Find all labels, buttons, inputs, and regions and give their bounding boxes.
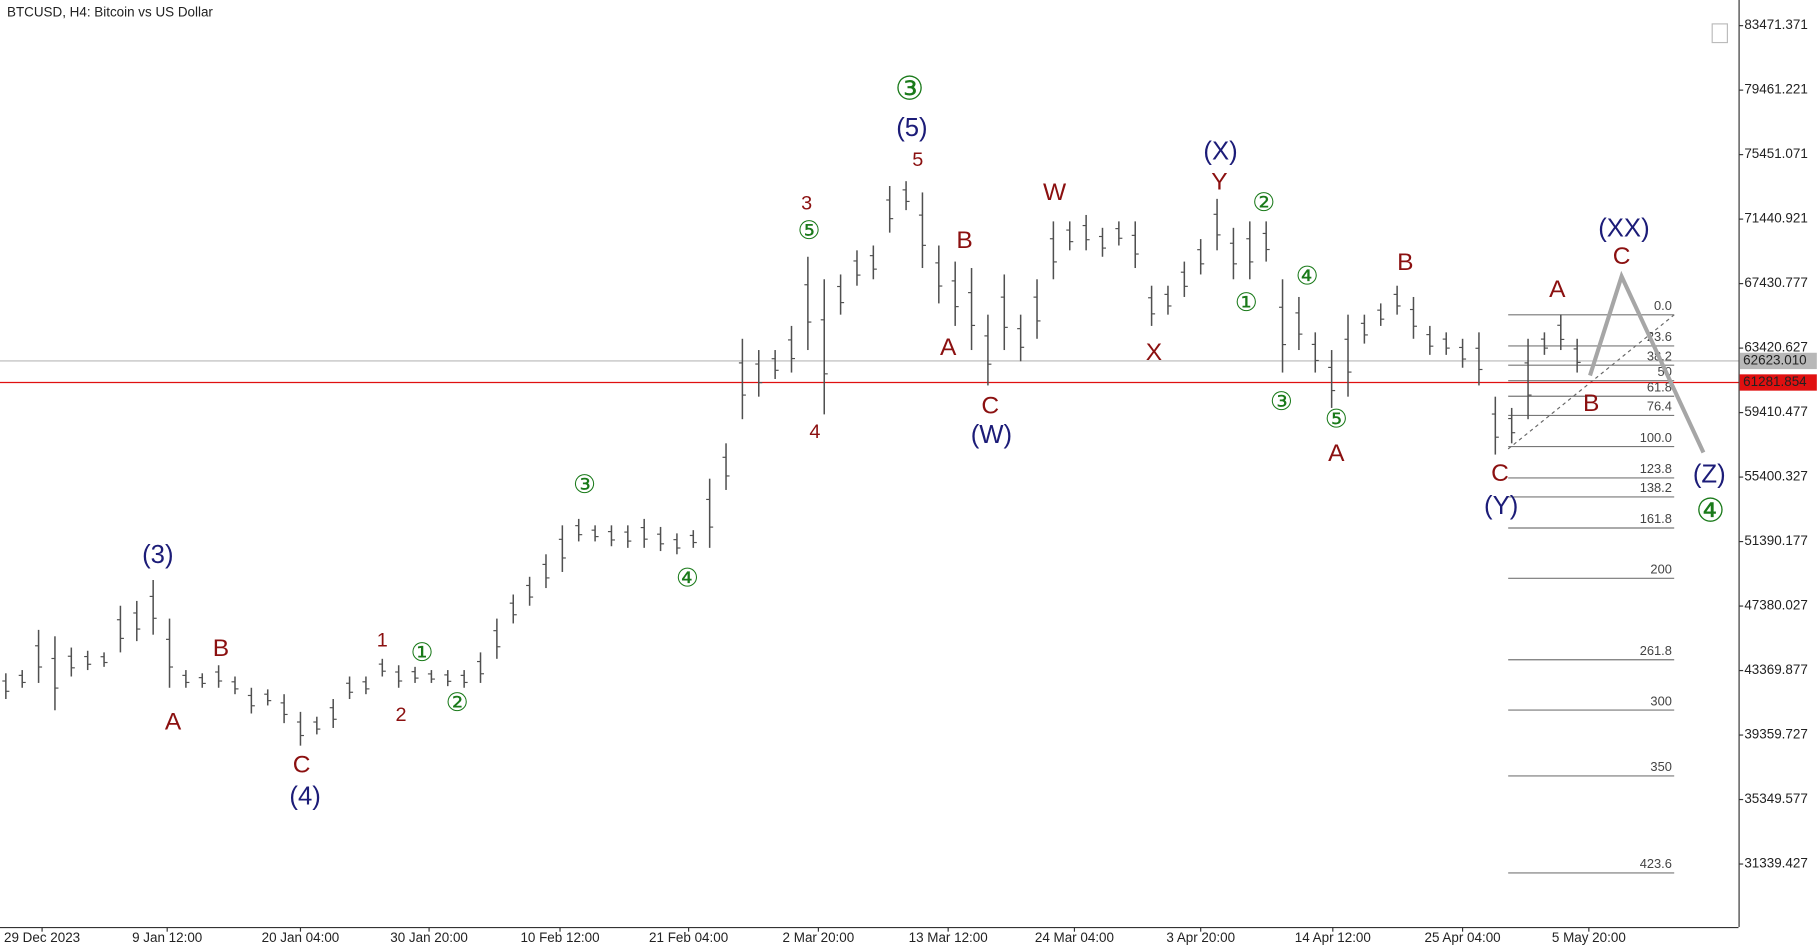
y-tick-label: 75451.071 [1744,146,1807,161]
x-tick-label: 13 Mar 12:00 [909,930,988,945]
wave-label: B [1583,390,1599,417]
x-tick-label: 5 May 20:00 [1552,930,1626,945]
y-tick-label: 51390.177 [1744,533,1807,548]
x-tick-label: 30 Jan 20:00 [390,930,468,945]
projection-path [1588,270,1706,454]
wave-label: C [293,752,311,779]
x-tick-label: 24 Mar 04:00 [1035,930,1114,945]
price-tag-label: 62623.010 [1743,352,1806,367]
y-tick-label: 47380.027 [1744,598,1807,613]
fib-label: 76.4 [1647,399,1672,414]
wave-label: 3 [801,192,812,214]
fib-label: 200 [1650,562,1671,577]
fib-label: 261.8 [1640,643,1672,658]
wave-label: ③ [573,471,596,499]
x-tick-label: 9 Jan 12:00 [132,930,202,945]
wave-label: ④ [676,564,699,592]
price-tag [1739,352,1817,370]
x-tick-label: 29 Dec 2023 [4,930,80,945]
y-tick-label: 79461.221 [1744,82,1807,97]
wave-label: A [1549,276,1566,303]
fib-label: 423.6 [1640,856,1672,871]
wave-label: (W) [971,421,1012,449]
y-tick-label: 35349.577 [1744,791,1807,806]
x-tick-label: 14 Apr 12:00 [1295,930,1371,945]
wave-label: 5 [912,149,923,171]
wave-label: ① [1235,289,1258,317]
wave-label: 4 [809,421,820,443]
wave-label: (X) [1203,138,1237,166]
wave-label: (3) [142,541,173,569]
wave-label: B [213,635,229,662]
fib-label: 161.8 [1640,511,1672,526]
x-tick-label: 20 Jan 04:00 [262,930,340,945]
chart-title: BTCUSD, H4: Bitcoin vs US Dollar [7,4,213,19]
price-tag [1739,374,1817,391]
wave-label: ④ [1296,262,1319,290]
x-tick-label: 3 Apr 20:00 [1166,930,1235,945]
y-tick-label: 71440.921 [1744,211,1807,226]
y-tick-label: 43369.877 [1744,662,1807,677]
wave-label: C [1613,243,1631,270]
wave-label: ⑤ [1325,406,1348,434]
wave-label: (XX) [1598,215,1649,243]
wave-label: C [1491,460,1509,487]
wave-label: ③ [895,70,924,107]
wave-label: (Y) [1484,492,1518,520]
wave-label: ① [411,639,434,667]
wave-label: (4) [289,782,320,810]
y-tick-label: 67430.777 [1744,275,1807,290]
y-tick-label: 63420.627 [1744,340,1807,355]
x-tick-label: 2 Mar 20:00 [783,930,855,945]
wave-label: 2 [395,704,406,726]
x-tick-label: 10 Feb 12:00 [520,930,599,945]
wave-label: 1 [377,630,388,652]
wave-label: (5) [896,114,927,142]
wave-label: ② [446,689,469,717]
wave-label: ④ [1696,492,1725,529]
wave-label: ⑤ [798,217,821,245]
wave-label: A [1328,440,1345,467]
wave-label: W [1043,179,1067,206]
wave-label: ③ [1270,388,1293,416]
wave-label: C [981,392,999,419]
y-tick-label: 39359.727 [1744,727,1807,742]
wave-label: A [165,708,182,735]
x-tick-label: 25 Apr 04:00 [1425,930,1501,945]
fib-label: 61.8 [1647,379,1672,394]
wave-label: Y [1211,169,1227,196]
wave-label: B [956,227,972,254]
toolbar-icon[interactable] [1711,23,1728,44]
fib-label: 123.8 [1640,461,1672,476]
wave-label: ② [1252,189,1275,217]
trend-line [1507,314,1675,450]
wave-label: X [1146,339,1162,366]
fib-label: 138.2 [1640,480,1672,495]
y-tick-label: 59410.477 [1744,404,1807,419]
fib-label: 350 [1650,759,1671,774]
fib-label: 0.0 [1654,298,1672,313]
wave-label: (Z) [1693,461,1726,489]
fib-label: 300 [1650,693,1671,708]
wave-label: B [1397,249,1413,276]
y-tick-label: 83471.371 [1744,17,1807,32]
y-tick-label: 31339.427 [1744,856,1807,871]
wave-label: A [940,334,957,361]
price-tag-label: 61281.854 [1743,374,1807,389]
y-tick-label: 55400.327 [1744,469,1807,484]
fib-label: 100.0 [1640,430,1672,445]
x-tick-label: 21 Feb 04:00 [649,930,728,945]
